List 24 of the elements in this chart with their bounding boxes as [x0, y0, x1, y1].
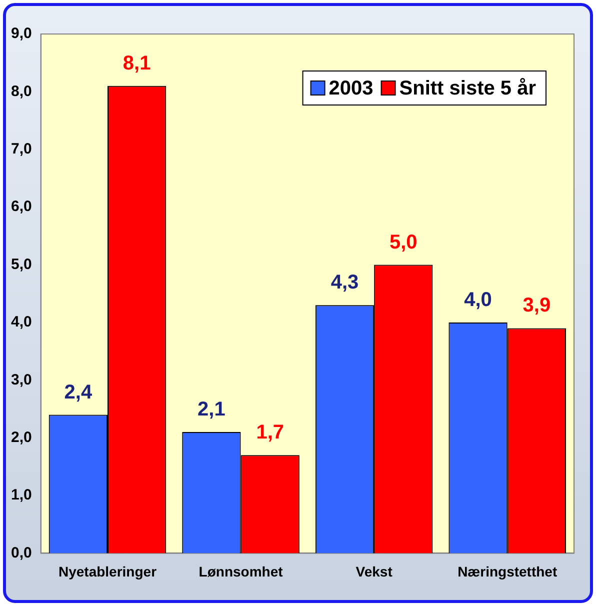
y-tick-label: 9,0	[10, 25, 32, 42]
data-label: 5,0	[389, 231, 418, 254]
data-label: 4,3	[330, 272, 359, 294]
y-tick-label: 8,0	[10, 82, 32, 100]
data-label: 8,1	[122, 52, 151, 74]
y-tick-label: 6,0	[10, 198, 32, 216]
legend-label: 2003	[328, 78, 374, 100]
y-tick-label: 5,0	[10, 256, 32, 273]
y-tick-label: 2,0	[10, 428, 32, 446]
x-tick-label: Vekst	[356, 563, 393, 580]
x-tick-label: Næringstetthet	[458, 563, 558, 580]
data-label: 2,4	[64, 381, 93, 404]
y-tick-label: 3,0	[10, 371, 32, 388]
y-tick-label: 4,0	[10, 314, 32, 331]
x-tick-label: Nyetableringer	[58, 563, 158, 580]
data-label: 3,9	[522, 294, 551, 317]
y-tick-label: 7,0	[10, 140, 32, 158]
y-tick-label: 1,0	[10, 486, 32, 504]
y-tick-label: 0,0	[10, 544, 32, 562]
data-label: 2,1	[198, 398, 226, 421]
x-tick-label: Lønnsomhet	[198, 563, 284, 580]
legend-label: Snitt siste 5 år	[399, 78, 536, 100]
data-label: 4,0	[464, 288, 492, 311]
data-label: 1,7	[256, 422, 284, 444]
